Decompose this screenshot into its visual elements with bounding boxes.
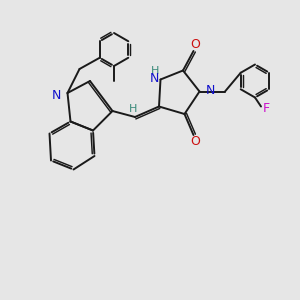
Text: N: N bbox=[150, 71, 159, 85]
Text: O: O bbox=[190, 38, 200, 51]
Text: O: O bbox=[190, 135, 200, 148]
Text: H: H bbox=[151, 65, 159, 76]
Text: H: H bbox=[128, 103, 137, 114]
Text: N: N bbox=[52, 89, 61, 103]
Text: N: N bbox=[206, 83, 215, 97]
Text: F: F bbox=[263, 101, 270, 115]
